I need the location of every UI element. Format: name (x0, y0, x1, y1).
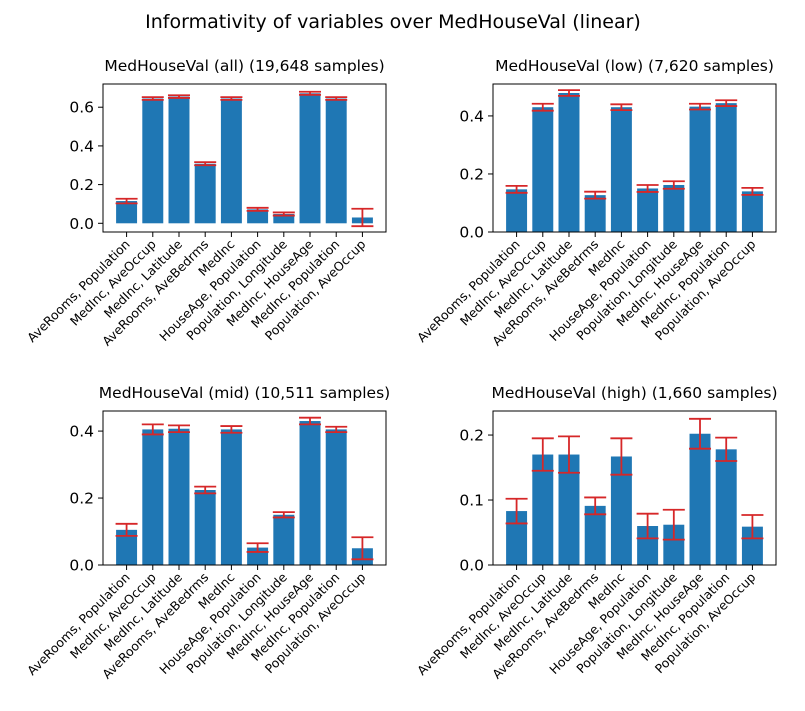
y-tick-label: 0.1 (459, 492, 484, 510)
y-tick-label: 0.2 (459, 427, 484, 445)
bar (637, 188, 659, 232)
bar (142, 429, 164, 565)
subplot-title: MedHouseVal (all) (19,648 samples) (104, 57, 384, 75)
plot-frame (102, 83, 387, 233)
bar (663, 524, 685, 565)
bar (220, 429, 242, 565)
bar (584, 195, 606, 232)
bar (325, 98, 347, 224)
bar (116, 201, 138, 224)
bar (532, 454, 554, 565)
bar (689, 433, 711, 565)
bar (637, 526, 659, 565)
subplot-title: MedHouseVal (high) (1,660 samples) (491, 384, 777, 402)
bar (194, 163, 216, 224)
bar (558, 92, 580, 232)
plot-frame (102, 410, 387, 566)
bar (663, 184, 685, 232)
bar (168, 428, 190, 565)
y-tick-label: 0.4 (69, 423, 94, 441)
y-tick-label: 0.4 (69, 137, 94, 155)
bar (532, 107, 554, 232)
bar (220, 98, 242, 224)
subplot-title: MedHouseVal (low) (7,620 samples) (495, 57, 774, 75)
plot-frame (492, 83, 777, 233)
y-tick-label: 0.0 (459, 557, 484, 575)
bar (506, 189, 528, 232)
figure-title: Informativity of variables over MedHouse… (145, 11, 641, 33)
bar (715, 449, 737, 565)
subplot-title: MedHouseVal (mid) (10,511 samples) (99, 384, 390, 402)
bar (194, 490, 216, 565)
bar (273, 214, 295, 224)
bar (741, 191, 763, 232)
bar (299, 421, 321, 565)
y-tick-label: 0.6 (69, 99, 94, 117)
y-tick-label: 0.2 (69, 490, 94, 508)
chart-panel: MedHouseVal (all) (19,648 samples) 0.0 0.2… (24, 57, 387, 349)
bar (584, 505, 606, 565)
bar (116, 529, 138, 565)
chart-panel: MedHouseVal (low) (7,620 samples) 0.0 0.2 0… (414, 57, 777, 349)
bar (558, 454, 580, 565)
bar (610, 456, 632, 565)
bar (142, 98, 164, 224)
bar (299, 93, 321, 224)
bar (741, 526, 763, 565)
plot-frame (492, 410, 777, 566)
y-tick-label: 0.0 (69, 215, 94, 233)
bar (715, 103, 737, 232)
bar (168, 96, 190, 224)
bar (273, 514, 295, 565)
bar (247, 209, 269, 224)
chart-panel: MedHouseVal (high) (1,660 samples) 0.0 0.1… (414, 384, 777, 682)
y-tick-label: 0.4 (459, 107, 484, 125)
bar (689, 106, 711, 232)
y-tick-label: 0.0 (459, 224, 484, 242)
y-tick-label: 0.2 (459, 165, 484, 183)
y-tick-label: 0.0 (69, 557, 94, 575)
bar (325, 429, 347, 565)
bar (610, 107, 632, 232)
bar (506, 511, 528, 565)
y-tick-label: 0.2 (69, 176, 94, 194)
chart-panel: MedHouseVal (mid) (10,511 samples) 0.0 0.2… (24, 384, 390, 682)
